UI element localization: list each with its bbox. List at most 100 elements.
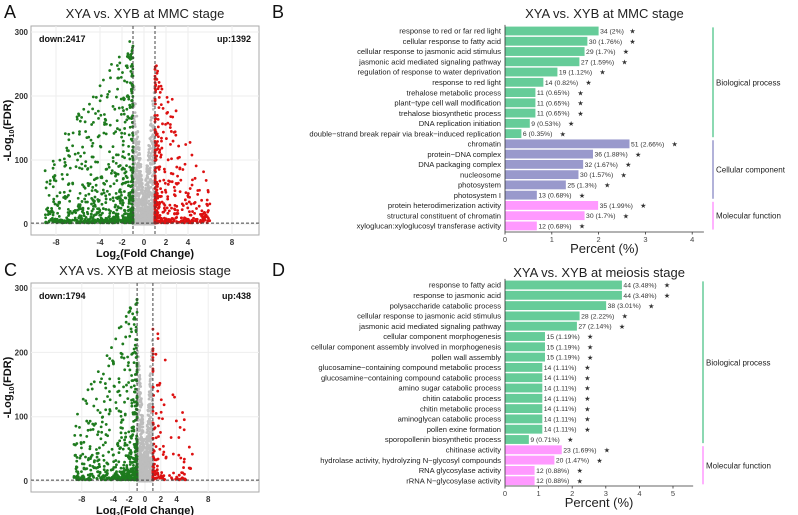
data-point bbox=[98, 446, 101, 450]
data-point bbox=[107, 90, 111, 93]
y-tick-label: 200 bbox=[15, 92, 29, 101]
data-point bbox=[112, 215, 115, 219]
data-label: 30 (1.76%) bbox=[589, 39, 622, 46]
data-point bbox=[137, 142, 141, 146]
data-point bbox=[137, 437, 141, 441]
data-point bbox=[63, 132, 67, 136]
data-point bbox=[80, 210, 84, 213]
data-point bbox=[51, 166, 55, 170]
data-point bbox=[182, 418, 186, 422]
data-point bbox=[74, 424, 78, 428]
data-point bbox=[151, 409, 155, 413]
data-point bbox=[152, 427, 156, 431]
significance-star: ★ bbox=[587, 333, 593, 341]
data-point bbox=[174, 133, 178, 137]
data-point bbox=[149, 202, 153, 206]
data-point bbox=[100, 192, 104, 196]
data-point bbox=[180, 216, 183, 220]
significance-star: ★ bbox=[599, 69, 605, 77]
significance-star: ★ bbox=[664, 292, 670, 300]
data-point bbox=[149, 178, 152, 181]
data-point bbox=[90, 123, 94, 126]
data-point bbox=[102, 181, 106, 185]
data-point bbox=[112, 132, 116, 135]
data-point bbox=[169, 436, 173, 439]
data-point bbox=[205, 215, 209, 219]
data-point bbox=[171, 393, 175, 397]
data-point bbox=[180, 208, 184, 212]
data-point bbox=[123, 460, 126, 464]
data-point bbox=[81, 145, 84, 149]
significance-star: ★ bbox=[596, 457, 602, 465]
y-tick-label: 0 bbox=[24, 220, 29, 229]
data-point bbox=[92, 404, 96, 408]
data-point bbox=[107, 162, 110, 166]
data-point bbox=[125, 443, 129, 447]
bar bbox=[505, 139, 630, 149]
data-point bbox=[84, 160, 88, 164]
data-point bbox=[143, 450, 147, 454]
data-point bbox=[140, 431, 144, 435]
data-point bbox=[121, 139, 125, 143]
data-point bbox=[174, 182, 178, 185]
data-point bbox=[158, 447, 162, 451]
data-point bbox=[132, 384, 136, 388]
data-point bbox=[131, 158, 135, 162]
bar bbox=[505, 98, 536, 108]
data-point bbox=[76, 472, 80, 475]
category-label: jasmonic acid mediated signaling pathway bbox=[358, 57, 501, 66]
data-point bbox=[128, 157, 132, 161]
category-label: cellular response to jasmonic acid stimu… bbox=[357, 47, 501, 56]
data-point bbox=[173, 130, 177, 134]
data-point bbox=[118, 128, 122, 132]
significance-star: ★ bbox=[629, 28, 635, 36]
data-point bbox=[144, 186, 148, 190]
data-point bbox=[44, 213, 47, 217]
data-label: 9 (0.53%) bbox=[531, 121, 560, 128]
data-point bbox=[156, 140, 159, 143]
panel-label: B bbox=[272, 2, 284, 22]
data-point bbox=[62, 190, 66, 194]
data-point bbox=[97, 211, 100, 214]
data-point bbox=[119, 75, 123, 79]
data-point bbox=[111, 145, 115, 149]
data-point bbox=[95, 455, 99, 459]
data-point bbox=[160, 190, 164, 194]
bar bbox=[505, 77, 544, 87]
data-point bbox=[206, 189, 210, 192]
data-point bbox=[92, 476, 96, 479]
data-point bbox=[95, 476, 99, 480]
data-point bbox=[50, 207, 54, 210]
data-point bbox=[110, 169, 114, 172]
data-point bbox=[200, 209, 204, 213]
data-point bbox=[156, 389, 160, 393]
data-point bbox=[138, 382, 142, 385]
data-point bbox=[166, 111, 170, 114]
data-point bbox=[73, 433, 77, 437]
bar bbox=[505, 26, 599, 36]
data-point bbox=[164, 123, 167, 126]
data-point bbox=[110, 62, 113, 66]
data-point bbox=[108, 150, 111, 154]
data-point bbox=[111, 196, 115, 200]
data-point bbox=[129, 137, 133, 141]
data-point bbox=[81, 452, 85, 456]
data-point bbox=[120, 135, 124, 139]
data-point bbox=[127, 201, 131, 205]
data-point bbox=[68, 166, 72, 170]
data-point bbox=[117, 451, 121, 455]
data-point bbox=[93, 466, 97, 469]
data-point bbox=[195, 217, 199, 221]
data-point bbox=[143, 193, 147, 197]
data-point bbox=[158, 91, 162, 94]
data-point bbox=[114, 218, 118, 222]
data-point bbox=[137, 395, 141, 399]
data-point bbox=[145, 451, 149, 455]
data-point bbox=[138, 459, 142, 463]
data-point bbox=[170, 97, 174, 101]
data-point bbox=[87, 184, 90, 188]
data-point bbox=[57, 214, 61, 218]
significance-star: ★ bbox=[577, 89, 583, 97]
data-point bbox=[71, 131, 75, 135]
data-point bbox=[113, 107, 117, 111]
